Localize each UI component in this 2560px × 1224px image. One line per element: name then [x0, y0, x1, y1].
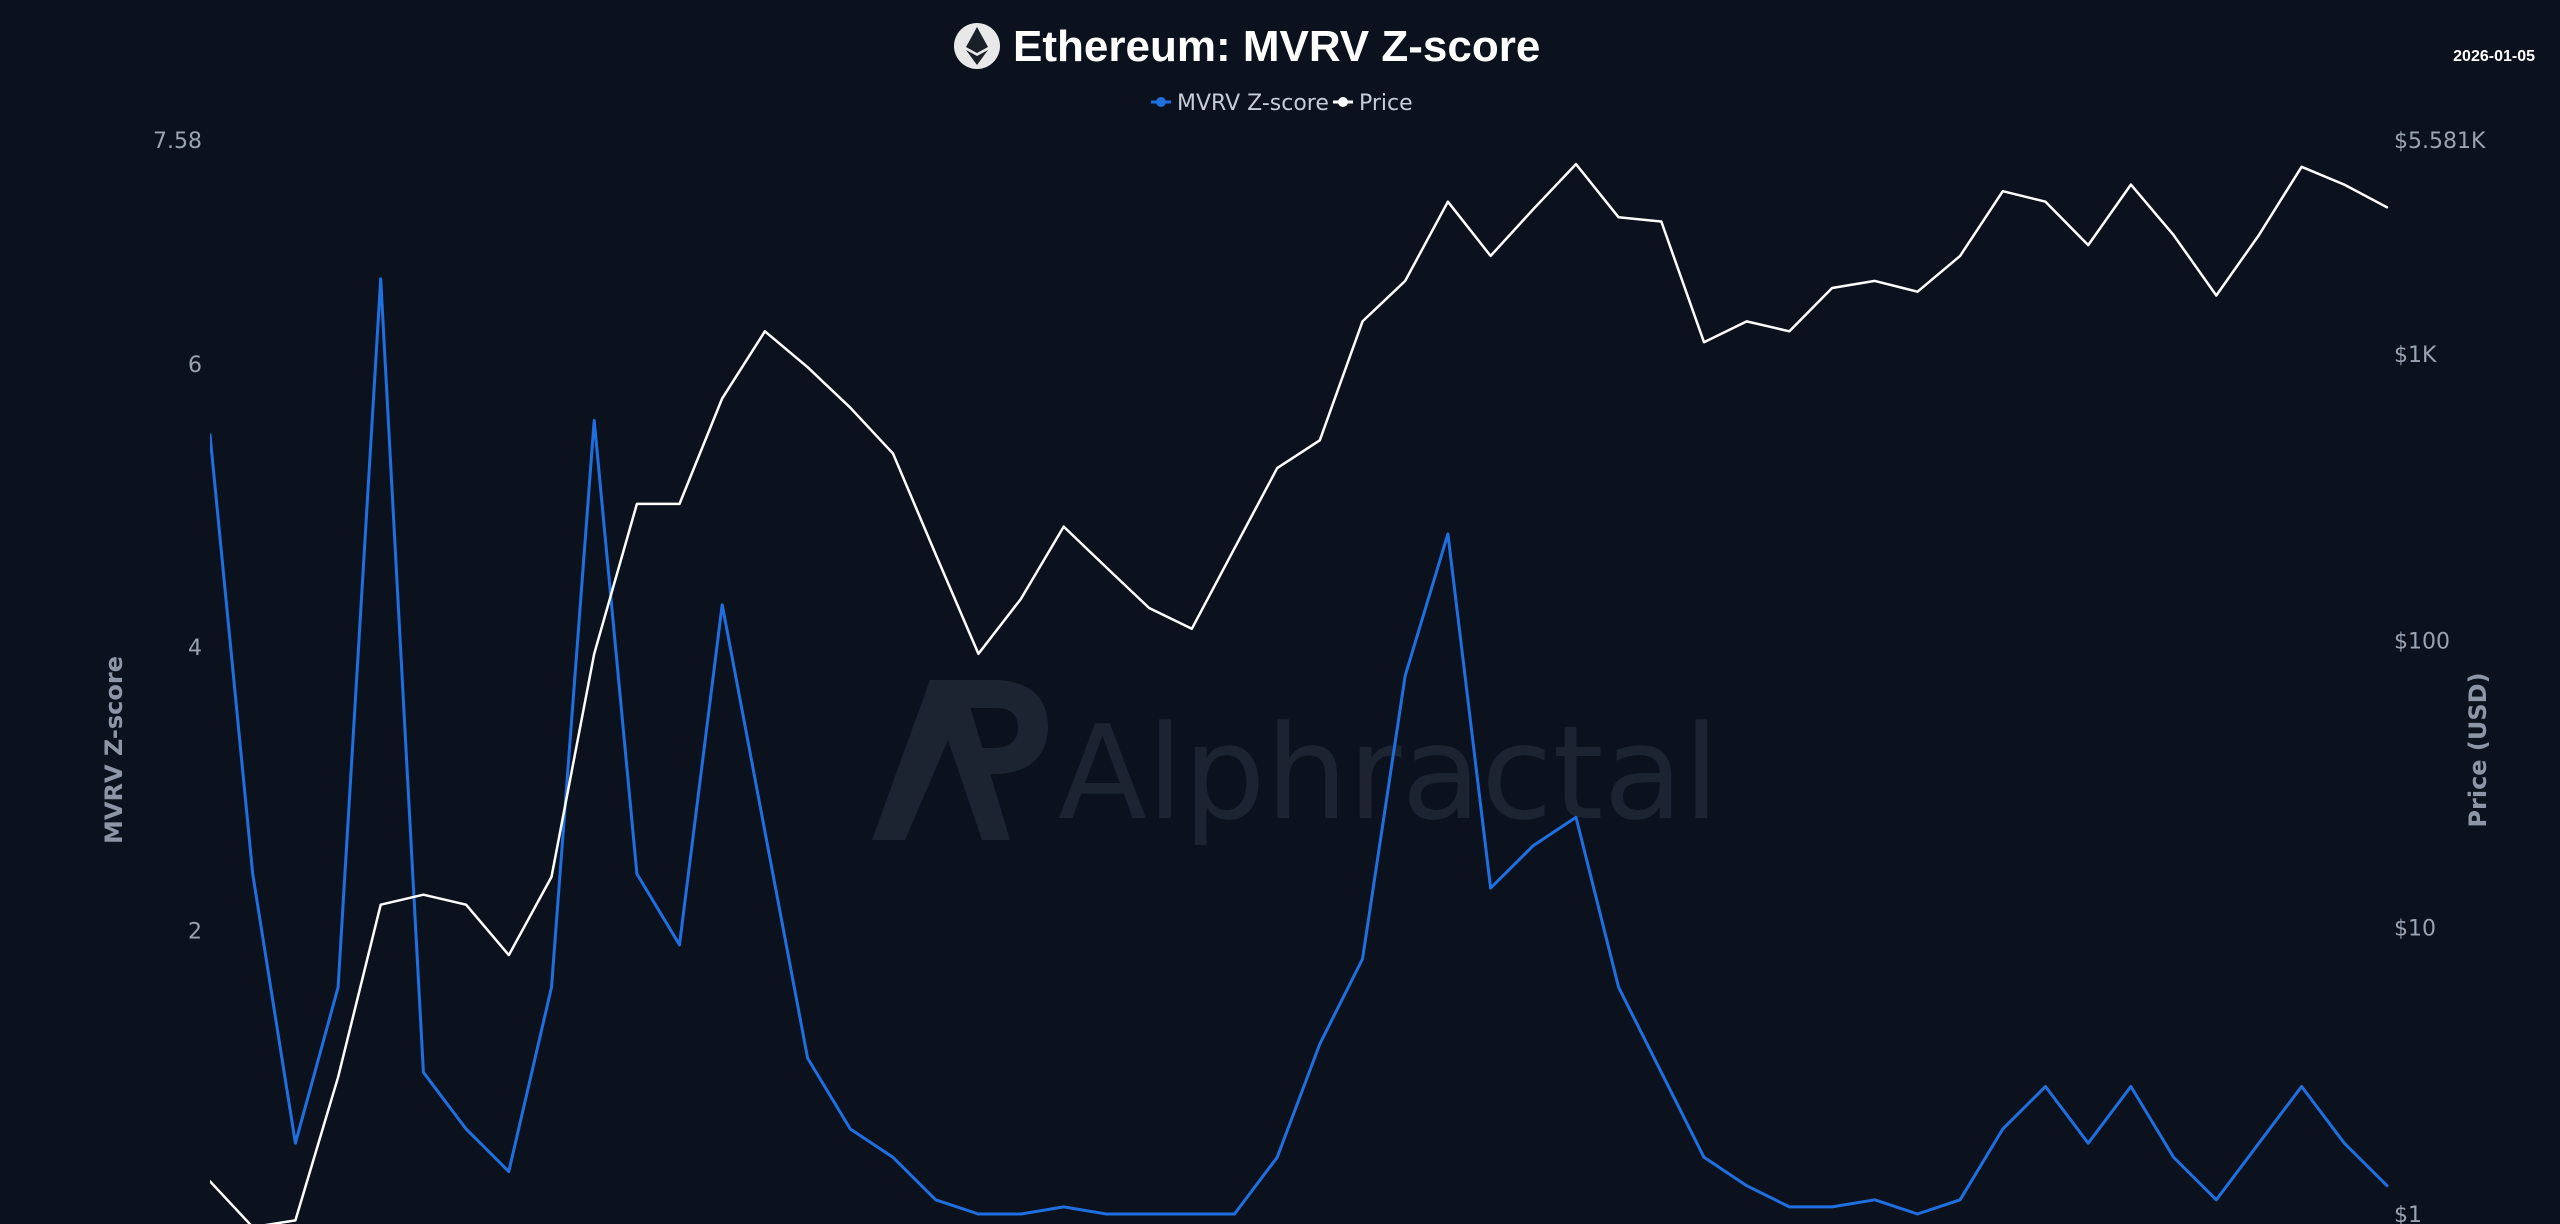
- right-tick-label: $1K: [2394, 343, 2437, 368]
- plot-area: [210, 162, 2389, 1224]
- right-tick-label: $1: [2394, 1203, 2422, 1224]
- alphractal-logo-icon: [872, 680, 1048, 840]
- left-tick-label: 2: [188, 920, 202, 945]
- legend-label-zscore: MVRV Z-score: [1177, 91, 1329, 116]
- right-axis-ticks: $1 $10 $100 $1K $5.581K: [2394, 129, 2486, 1224]
- right-tick-label: $5.581K: [2394, 129, 2486, 154]
- left-axis-ticks: 2 4 6 7.58: [153, 129, 202, 945]
- watermark: Alphractal: [872, 680, 1719, 849]
- watermark-text: Alphractal: [1058, 697, 1719, 849]
- left-tick-label: 4: [188, 636, 202, 661]
- legend-label-price: Price: [1359, 91, 1413, 116]
- right-axis-title: Price (USD): [2464, 672, 2492, 827]
- right-tick-label: $100: [2394, 630, 2450, 655]
- legend: MVRV Z-score Price: [1151, 91, 1413, 116]
- legend-marker-price: [1338, 97, 1348, 107]
- left-axis-title: MVRV Z-score: [100, 656, 128, 844]
- legend-item-zscore[interactable]: MVRV Z-score: [1151, 91, 1329, 116]
- right-tick-label: $10: [2394, 916, 2436, 941]
- chart-title: Ethereum: MVRV Z-score: [1013, 22, 1540, 71]
- chart-date: 2026-01-05: [2453, 48, 2535, 65]
- legend-item-price[interactable]: Price: [1333, 91, 1413, 116]
- legend-marker-zscore: [1156, 97, 1166, 107]
- left-tick-label: 6: [188, 353, 202, 378]
- ethereum-icon: [954, 23, 1000, 69]
- zscore-series-line: [210, 277, 2389, 1216]
- left-tick-label: 7.58: [153, 129, 202, 154]
- price-series-line: [210, 162, 2389, 1224]
